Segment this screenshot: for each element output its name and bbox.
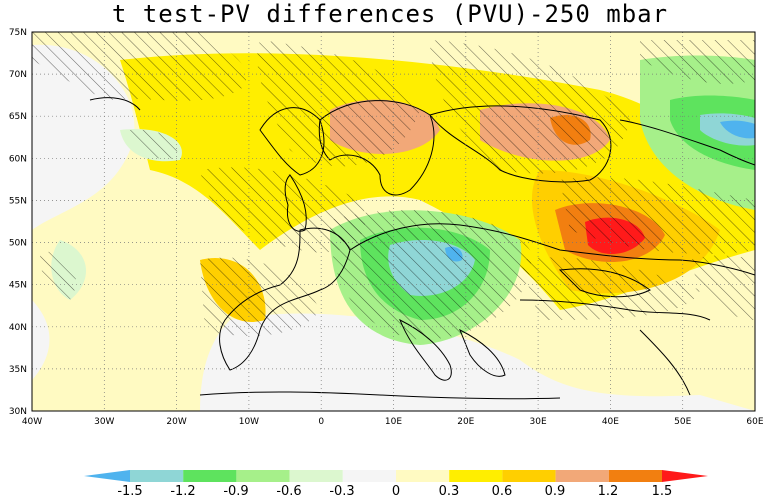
colorbar-label: 0.3 <box>439 484 460 499</box>
lon-tick: 30E <box>530 417 547 427</box>
colorbar-swatch <box>502 470 556 482</box>
colorbar-label: -0.9 <box>223 484 248 499</box>
lat-tick: 65N <box>9 112 27 122</box>
lat-tick: 45N <box>9 281 27 291</box>
colorbar-label: 1.5 <box>652 484 673 499</box>
colorbar-swatch <box>130 470 184 482</box>
colorbar-arrow-high <box>662 470 708 482</box>
lat-tick: 30N <box>9 407 27 417</box>
graticule <box>32 32 755 411</box>
colorbar-swatch <box>608 470 662 482</box>
lon-tick: 10W <box>239 417 259 427</box>
colorbar-label: -0.3 <box>329 484 354 499</box>
lon-tick: 30W <box>94 417 114 427</box>
colorbar <box>84 470 708 482</box>
lat-tick-labels: 75N 70N 65N 60N 55N 50N 45N 40N 35N 30N <box>9 28 27 417</box>
colorbar-swatch <box>236 470 290 482</box>
lat-tick: 35N <box>9 365 27 375</box>
lat-tick: 55N <box>9 196 27 206</box>
lat-tick: 75N <box>9 28 27 38</box>
colorbar-swatch <box>289 470 343 482</box>
colorbar-label: 0 <box>392 484 400 499</box>
colorbar-swatch <box>396 470 450 482</box>
map-frame <box>31 31 756 412</box>
lon-tick: 20E <box>457 417 474 427</box>
colorbar-arrow-low <box>84 470 130 482</box>
colorbar-label: 1.2 <box>598 484 619 499</box>
colorbar-swatch <box>342 470 396 482</box>
lon-tick: 0 <box>318 417 324 427</box>
lat-tick: 40N <box>9 323 27 333</box>
colorbar-label: 0.6 <box>492 484 513 499</box>
coastlines <box>89 97 755 400</box>
field-blue-east <box>720 120 755 139</box>
lat-tick: 70N <box>9 70 27 80</box>
field-neutral-sw <box>32 300 50 380</box>
lon-tick: 40W <box>22 417 42 427</box>
colorbar-labels: -1.5 -1.2 -0.9 -0.6 -0.3 0 0.3 0.6 0.9 1… <box>117 484 672 499</box>
colorbar-swatch <box>449 470 503 482</box>
map-panel <box>32 32 755 411</box>
colorbar-swatch <box>555 470 609 482</box>
field-neutral-south <box>200 313 755 411</box>
colorbar-swatch <box>183 470 237 482</box>
lon-tick: 40E <box>602 417 619 427</box>
lat-tick: 50N <box>9 239 27 249</box>
map-title: t test-PV differences (PVU)-250 mbar <box>111 0 669 28</box>
colorbar-label: -1.2 <box>170 484 195 499</box>
lon-tick: 60E <box>746 417 763 427</box>
colorbar-label: -0.6 <box>276 484 301 499</box>
lon-tick: 50E <box>674 417 691 427</box>
colorbar-label: 0.9 <box>545 484 566 499</box>
lon-tick: 20W <box>166 417 186 427</box>
lon-tick: 10E <box>385 417 402 427</box>
lon-tick-labels: 40W 30W 20W 10W 0 10E 20E 30E 40E 50E 60… <box>22 417 764 427</box>
colorbar-label: -1.5 <box>117 484 142 499</box>
lat-tick: 60N <box>9 154 27 164</box>
